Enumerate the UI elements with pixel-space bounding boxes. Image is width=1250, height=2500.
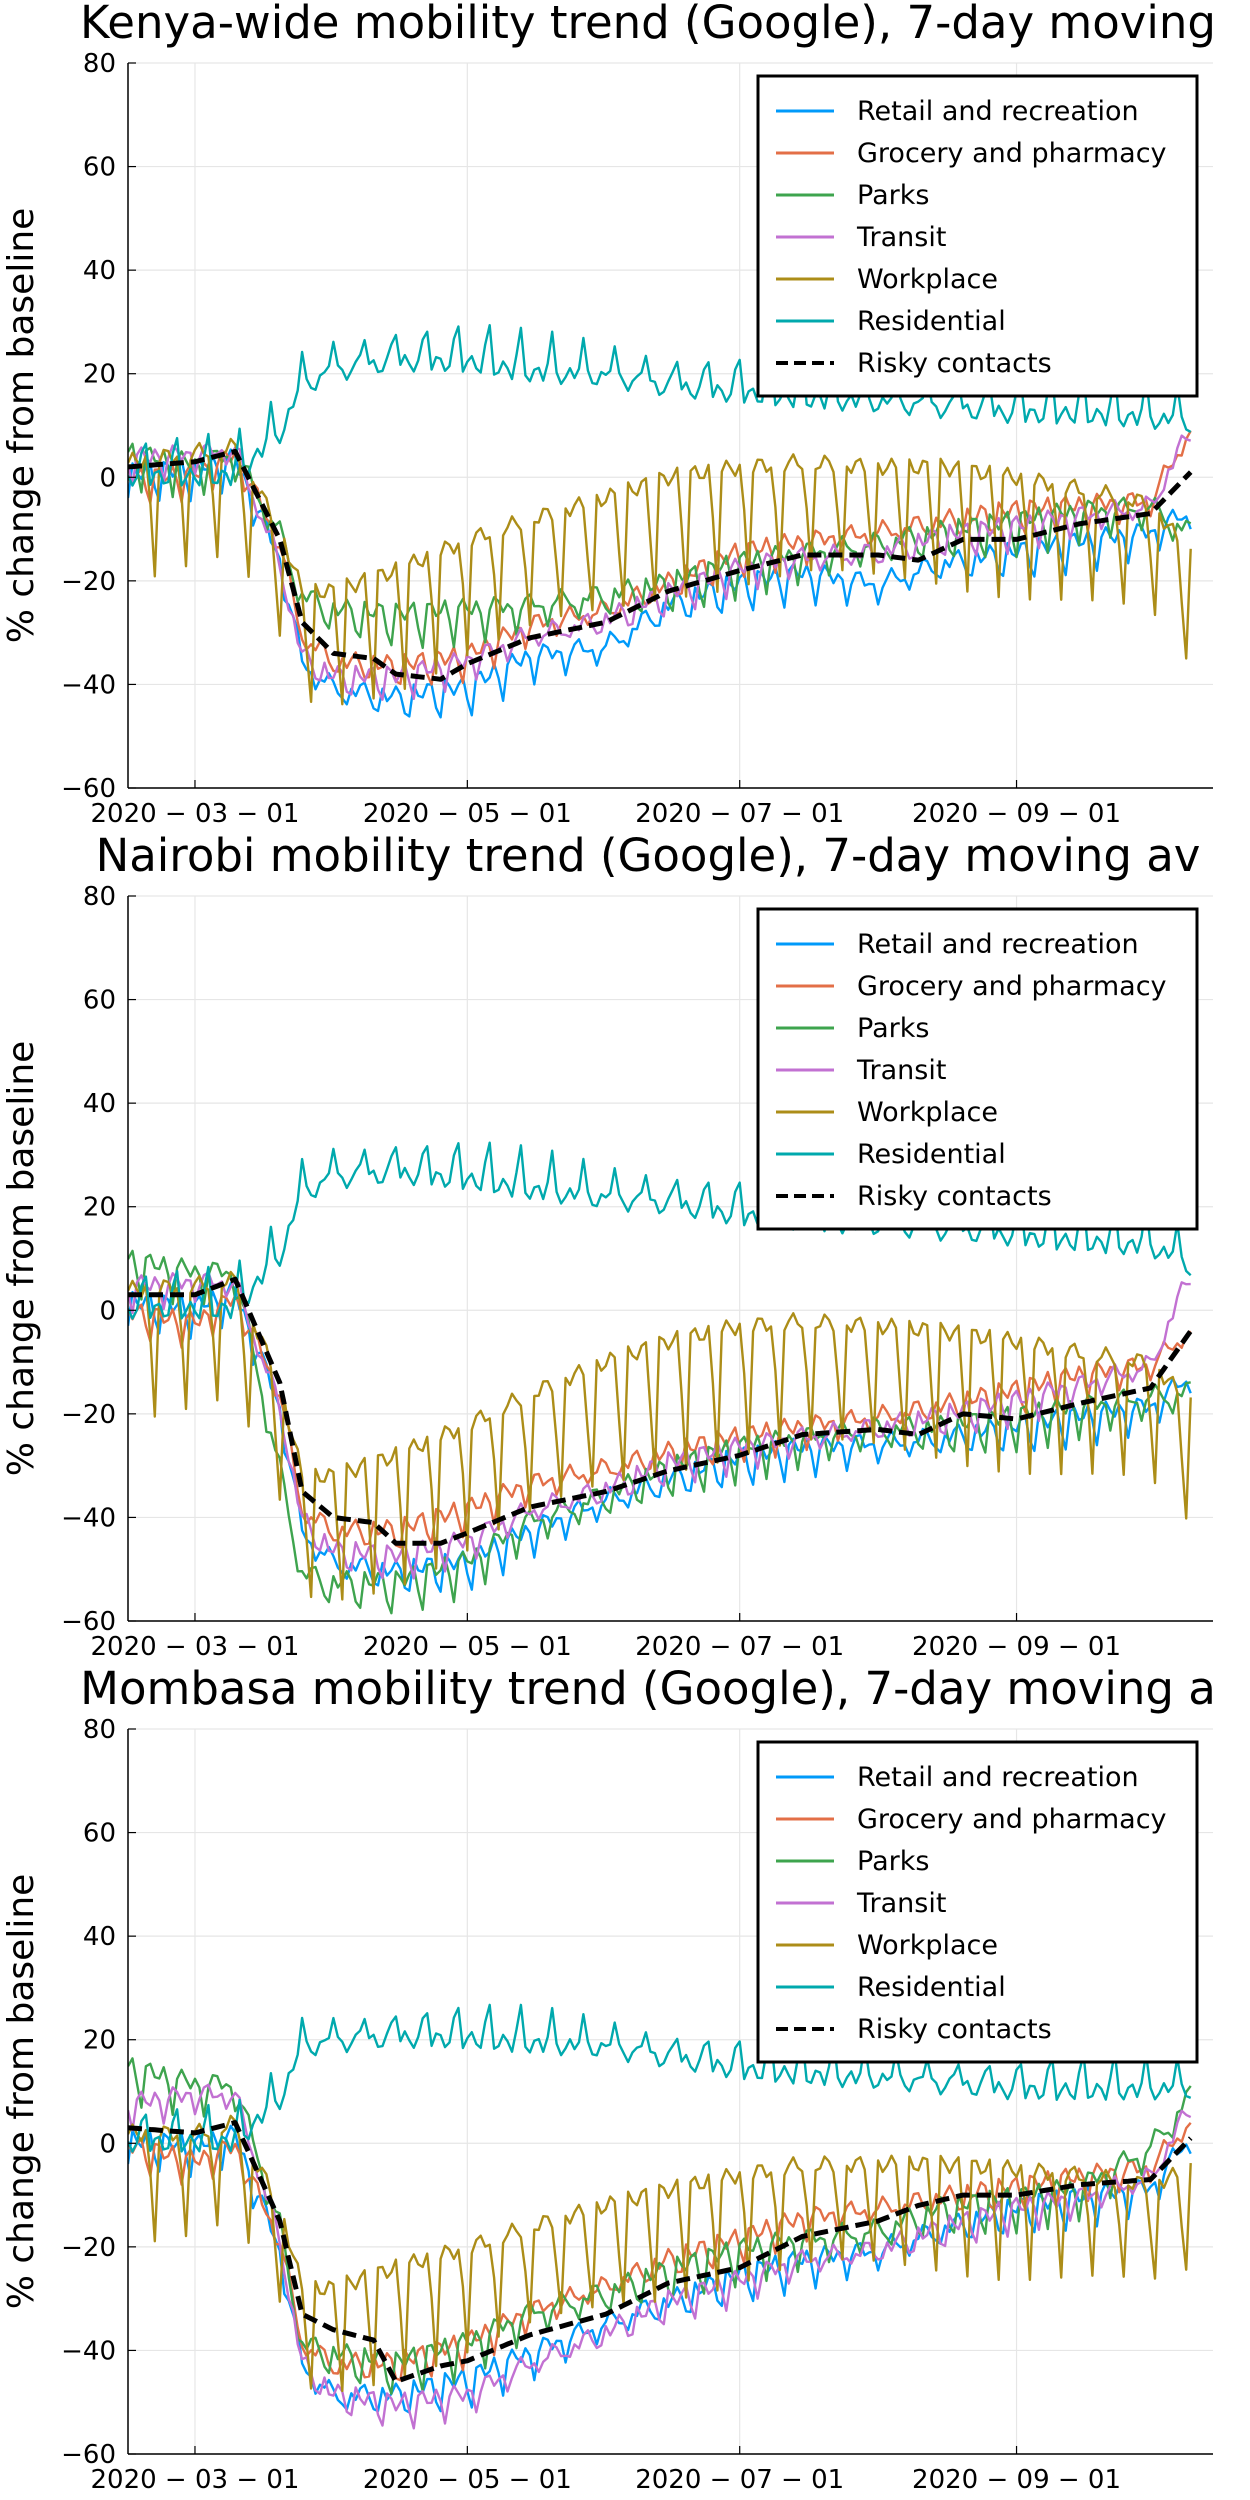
chart-title: Mombasa mobility trend (Google), 7-day m… (80, 1662, 1216, 1715)
y-tick-label: −60 (61, 1607, 116, 1637)
y-tick-label: −60 (61, 774, 116, 804)
y-tick-label: 60 (83, 986, 116, 1016)
y-tick-label: 40 (83, 256, 116, 286)
legend-label: Retail and recreation (857, 96, 1139, 127)
x-tick-label: 2020 − 03 − 01 (90, 2465, 299, 2495)
series-line-parks (128, 1249, 1191, 1615)
y-tick-label: −20 (61, 567, 116, 597)
y-tick-label: 0 (99, 1296, 116, 1326)
y-tick-label: 80 (83, 1715, 116, 1745)
chart-panel-2: −60 −40 −20 0 20 40 60 80 2020 − 03 − 01 2020 − 0… (1, 1662, 1216, 2495)
y-tick-label: 20 (83, 360, 116, 390)
series-line-parks (128, 442, 1192, 650)
legend: Retail and recreation Grocery and pharmac… (756, 907, 1199, 1231)
legend-label: Residential (857, 306, 1006, 337)
y-tick-label: 80 (83, 882, 116, 912)
legend-label: Parks (857, 1013, 929, 1044)
y-axis-label: % change from baseline (1, 1874, 42, 2310)
chart-panel-1: −60 −40 −20 0 20 40 60 80 2020 − 03 − 01 2020 − 0… (1, 829, 1213, 1662)
x-tick-label: 2020 − 07 − 01 (635, 2465, 844, 2495)
legend-label: Retail and recreation (857, 929, 1139, 960)
x-tick-label: 2020 − 05 − 01 (363, 2465, 572, 2495)
x-tick-label: 2020 − 07 − 01 (635, 1632, 844, 1662)
chart-title: Nairobi mobility trend (Google), 7-day m… (96, 829, 1201, 882)
legend-label: Transit (856, 1888, 946, 1919)
x-tick-label: 2020 − 05 − 01 (363, 1632, 572, 1662)
legend-label: Grocery and pharmacy (857, 971, 1167, 1002)
legend-label: Residential (857, 1139, 1006, 1170)
chart-panel-0: −60 −40 −20 0 20 40 60 80 2020 − 03 − 01 2020 − 0… (1, 0, 1216, 829)
legend-label: Parks (857, 1846, 929, 1877)
x-tick-label: 2020 − 05 − 01 (363, 799, 572, 829)
y-tick-label: 0 (99, 2129, 116, 2159)
y-tick-label: 0 (99, 463, 116, 493)
series-line-retail-and-recreation (128, 448, 1192, 719)
y-axis-label: % change from baseline (1, 208, 42, 644)
legend-label: Grocery and pharmacy (857, 1804, 1167, 1835)
legend-label: Residential (857, 1972, 1006, 2003)
legend-label: Transit (856, 222, 946, 253)
x-tick-label: 2020 − 09 − 01 (912, 2465, 1121, 2495)
x-tick-label: 2020 − 07 − 01 (635, 799, 844, 829)
series-line-retail-and-recreation (128, 1281, 1192, 1593)
legend-label: Risky contacts (857, 348, 1052, 379)
legend-label: Workplace (857, 1930, 998, 1961)
legend-label: Workplace (857, 1097, 998, 1128)
series-line-grocery-and-pharmacy (128, 2122, 1192, 2382)
y-tick-label: 40 (83, 1089, 116, 1119)
y-tick-label: 20 (83, 1193, 116, 1223)
y-tick-label: 60 (83, 1819, 116, 1849)
series-line-workplace (128, 1270, 1192, 1601)
legend: Retail and recreation Grocery and pharmac… (756, 74, 1199, 398)
legend-label: Risky contacts (857, 1181, 1052, 1212)
series-lines (128, 324, 1193, 719)
y-tick-label: 60 (83, 153, 116, 183)
series-line-risky-contacts (128, 1276, 1193, 1546)
legend-label: Workplace (857, 264, 998, 295)
legend-label: Risky contacts (857, 2014, 1052, 2045)
y-tick-label: 80 (83, 49, 116, 79)
x-tick-label: 2020 − 09 − 01 (912, 799, 1121, 829)
series-line-risky-contacts (128, 2120, 1193, 2384)
legend: Retail and recreation Grocery and pharmac… (756, 1740, 1199, 2064)
y-tick-label: −40 (61, 1503, 116, 1533)
series-line-workplace (128, 437, 1192, 706)
series-line-transit (128, 2083, 1192, 2430)
series-line-residential (128, 324, 1192, 487)
series-lines (128, 2003, 1193, 2430)
y-axis-label: % change from baseline (1, 1041, 42, 1477)
x-tick-label: 2020 − 03 − 01 (90, 1632, 299, 1662)
y-tick-label: −20 (61, 1400, 116, 1430)
y-tick-label: −60 (61, 2440, 116, 2470)
chart-title: Kenya-wide mobility trend (Google), 7-da… (80, 0, 1216, 49)
series-line-transit (128, 434, 1192, 701)
legend-box (756, 1740, 1199, 2064)
legend-label: Parks (857, 180, 929, 211)
y-tick-label: 40 (83, 1922, 116, 1952)
series-line-residential (128, 2003, 1192, 2153)
legend-label: Transit (856, 1055, 946, 1086)
x-tick-label: 2020 − 03 − 01 (90, 799, 299, 829)
series-line-risky-contacts (128, 448, 1193, 682)
legend-label: Retail and recreation (857, 1762, 1139, 1793)
series-line-parks (128, 2057, 1192, 2395)
legend-label: Grocery and pharmacy (857, 138, 1167, 169)
series-line-workplace (128, 2114, 1192, 2393)
y-tick-label: −40 (61, 2336, 116, 2366)
y-tick-label: −40 (61, 670, 116, 700)
y-tick-label: 20 (83, 2026, 116, 2056)
x-tick-label: 2020 − 09 − 01 (912, 1632, 1121, 1662)
y-tick-label: −20 (61, 2233, 116, 2263)
